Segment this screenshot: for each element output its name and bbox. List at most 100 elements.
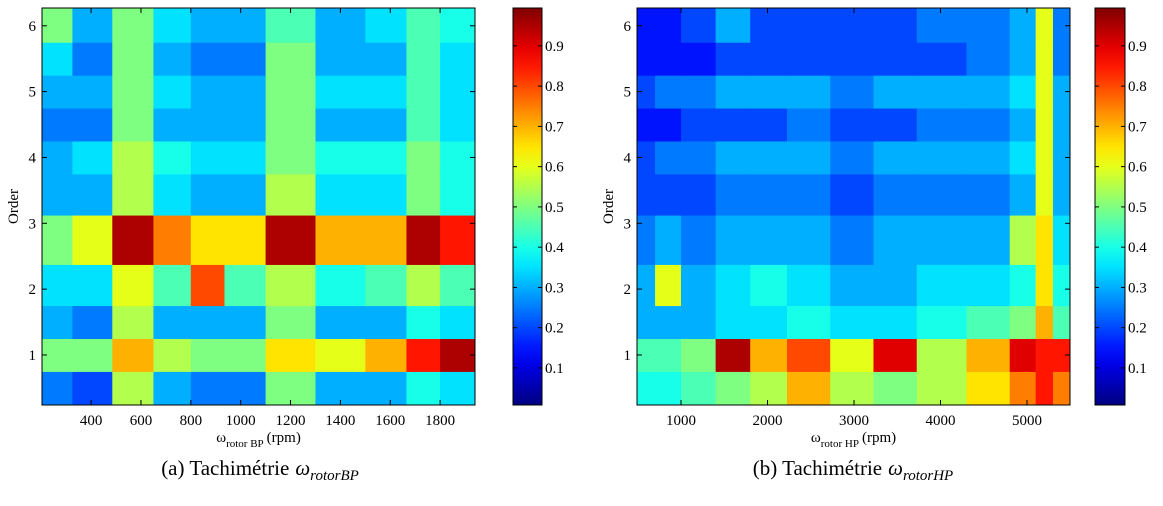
heatmap-cell: [224, 173, 267, 216]
heatmap-cell: [42, 215, 73, 265]
heatmap-cell: [681, 75, 717, 109]
x-tick-label: 1600: [375, 413, 405, 429]
heatmap-cell: [830, 264, 874, 307]
heatmap-cell: [873, 8, 918, 43]
heatmap-cell: [42, 264, 73, 307]
colorbar-tick-label: 0.2: [545, 321, 564, 337]
caption-symbol: ω: [295, 456, 310, 480]
heatmap-cell: [966, 371, 1011, 406]
heatmap-cell: [1035, 215, 1054, 265]
heatmap-cell: [72, 305, 113, 340]
heatmap-cell: [1035, 338, 1054, 372]
heatmap-cell: [966, 8, 1011, 43]
heatmap-cell: [224, 371, 267, 406]
heatmap-cell: [1035, 140, 1054, 175]
heatmap-cell: [365, 264, 407, 307]
heatmap-cell: [406, 173, 441, 216]
heatmap-cell: [112, 338, 154, 372]
heatmap-cell: [440, 75, 476, 109]
heatmap-cell: [224, 215, 267, 265]
heatmap-cell: [315, 108, 366, 142]
colorbar-tick-label: 0.7: [545, 119, 564, 135]
heatmap-cell: [190, 371, 225, 406]
heatmap-cell: [406, 264, 441, 307]
heatmap-cell: [265, 140, 316, 175]
heatmap-cell: [681, 140, 717, 175]
heatmap-cell: [873, 140, 918, 175]
heatmap-cell: [1009, 338, 1037, 372]
heatmap-cell: [873, 173, 918, 216]
heatmap-cell: [440, 215, 476, 265]
colorbar-tick-label: 0.4: [1128, 240, 1147, 256]
heatmap-cell: [112, 215, 154, 265]
colorbar-tick-label: 0.6: [545, 160, 564, 176]
heatmap-cell: [265, 305, 316, 340]
heatmap-cell: [1035, 75, 1054, 109]
heatmap-cell: [42, 305, 73, 340]
heatmap-cell: [112, 75, 154, 109]
heatmap-cell: [224, 75, 267, 109]
heatmap-cell: [1052, 264, 1071, 307]
y-axis-label: Order: [601, 189, 617, 224]
heatmap-cell: [786, 173, 831, 216]
colorbar-tick-label: 0.3: [545, 280, 564, 296]
colorbar-tick-label: 0.6: [1128, 160, 1147, 176]
heatmap-cell: [72, 371, 113, 406]
caption-text: (b) Tachimétrie: [753, 456, 882, 480]
heatmap-cell: [1052, 371, 1071, 406]
heatmap-cell: [830, 42, 874, 76]
heatmap-cell: [72, 75, 113, 109]
heatmap-cell: [1009, 140, 1037, 175]
heatmap-cell: [966, 42, 1011, 76]
heatmap-cell: [224, 108, 267, 142]
heatmap-cell: [190, 338, 225, 372]
x-label-subscript: rotor BP: [226, 438, 264, 450]
heatmap-cell: [365, 173, 407, 216]
heatmap-cell: [916, 264, 967, 307]
colorbar-tick-label: 0.5: [545, 200, 564, 216]
heatmap-cell: [830, 305, 874, 340]
heatmap-cell: [315, 371, 366, 406]
heatmap-cell: [786, 215, 831, 265]
heatmap-cell: [1052, 305, 1071, 340]
heatmap-cell: [112, 140, 154, 175]
heatmap-cell: [1009, 8, 1037, 43]
heatmap-cell: [406, 215, 441, 265]
heatmap-cell: [72, 140, 113, 175]
heatmap-cell: [655, 108, 682, 142]
heatmap-cell: [715, 338, 751, 372]
heatmap: [42, 8, 476, 406]
heatmap-cell: [440, 264, 476, 307]
heatmap-cell: [265, 173, 316, 216]
x-tick-label: 1400: [325, 413, 355, 429]
y-tick-label: 6: [29, 19, 37, 35]
heatmap-cell: [72, 108, 113, 142]
heatmap-cell: [637, 264, 656, 307]
heatmap-cell: [72, 8, 113, 43]
heatmap-cell: [42, 108, 73, 142]
heatmap-cell: [715, 305, 751, 340]
heatmap-cell: [637, 338, 656, 372]
heatmap-cell: [750, 108, 788, 142]
heatmap-cell: [655, 140, 682, 175]
heatmap-cell: [681, 42, 717, 76]
heatmap-cell: [637, 75, 656, 109]
heatmap-cell: [315, 8, 366, 43]
heatmap-cell: [1009, 215, 1037, 265]
heatmap-cell: [786, 140, 831, 175]
heatmap-cell: [440, 8, 476, 43]
heatmap-cell: [830, 371, 874, 406]
heatmap-cell: [190, 264, 225, 307]
heatmap-cell: [72, 42, 113, 76]
heatmap-cell: [966, 338, 1011, 372]
heatmap-cell: [265, 108, 316, 142]
x-label-unit: (rpm): [267, 430, 301, 446]
heatmap-cell: [637, 8, 656, 43]
heatmap-cell: [830, 215, 874, 265]
heatmap-cell: [786, 338, 831, 372]
heatmap-cell: [715, 108, 751, 142]
heatmap-cell: [916, 371, 967, 406]
heatmap-cell: [406, 371, 441, 406]
heatmap-cell: [637, 108, 656, 142]
